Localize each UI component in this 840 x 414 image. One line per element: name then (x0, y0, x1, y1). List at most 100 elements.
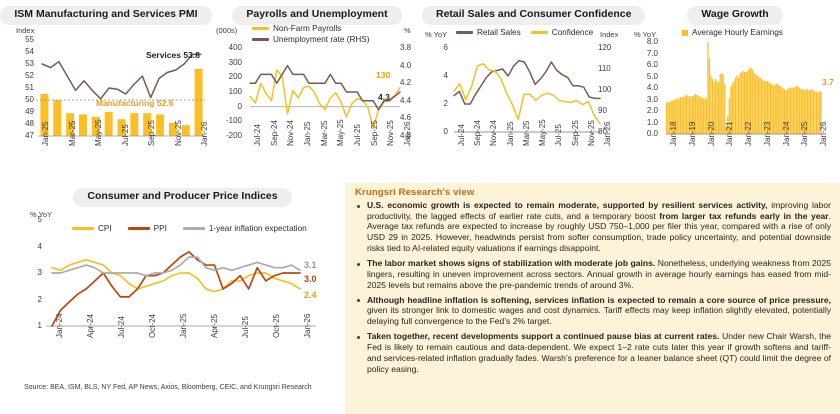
legend-item-ppi: PPI (127, 224, 167, 233)
chart-cpi-ylabel: % YoY (30, 210, 53, 219)
legend-item-cpi: CPI (72, 224, 112, 233)
legend-label-ppi: PPI (153, 224, 167, 233)
x-axis-label: Mar-25 (521, 120, 531, 146)
legend-item-retail-sales: Retail Sales (456, 28, 521, 37)
legend-label-cpi: CPI (98, 224, 112, 233)
research-view-bullet: Although headline inflation is softening… (357, 294, 831, 327)
x-axis-label: Jan-18 (669, 121, 678, 146)
axis-tick-label: 3.0 (646, 94, 658, 104)
legend-item-confidence: Confidence (530, 28, 594, 37)
legend-swatch-cpi (72, 227, 94, 230)
x-axis-label: Jul-24 (117, 316, 126, 338)
annotation-cpi-1: 3.0 (304, 274, 317, 284)
x-axis-label: May-25 (336, 119, 346, 146)
axis-tick-label: 4.0 (400, 60, 412, 70)
chart-wage-plot: 8.0 7.0 6.0 5.0 4.0 3.0 2.0 1.0 0.0 3.7 (630, 37, 840, 142)
legend-swatch-nfp (252, 27, 269, 30)
x-axis-label: Apr-25 (210, 313, 219, 338)
axis-tick-label: 2 (443, 99, 448, 108)
chart-payrolls-unemployment: Payrolls and Unemployment (000s) % Non-F… (212, 4, 422, 179)
x-axis-label: Mar-25 (67, 120, 77, 146)
axis-tick-label: 110 (598, 64, 611, 73)
chart-wage-xaxis: Jan-18 Jan-19 Jan-20 Jan-21 Jan-22 Jan-23 Jan-… (630, 122, 840, 179)
x-axis-label: Nov-25 (586, 120, 596, 146)
axis-tick-label: 52 (25, 71, 34, 80)
chart-ism-title: ISM Manufacturing and Services PMI (0, 6, 212, 25)
chart-ism-pmi: ISM Manufacturing and Services PMI Index… (0, 4, 212, 179)
axis-tick-label: 400 (228, 43, 242, 52)
x-axis-label: Jan-26 (403, 121, 412, 146)
axis-tick-label: 4.2 (400, 78, 412, 88)
chart-wage-growth: Wage Growth % YoY Average Hourly Earning… (630, 4, 840, 179)
legend-item-inflation-expectation: 1-year inflation expectation (182, 224, 307, 233)
x-axis-label: Sep-25 (147, 120, 156, 146)
axis-tick-label: 4.8 (400, 131, 412, 140)
axis-tick-label: 4 (37, 241, 42, 251)
legend-swatch-confidence (530, 31, 548, 34)
chart-cpi-plot: 5 4 3 2 1 3.1 3.0 2.4 (0, 208, 345, 333)
axis-tick-label: 3 (37, 268, 42, 277)
bullet-emphasis: Although headline inflation is softening… (367, 294, 831, 305)
chart-payrolls-legend: Non-Farm Payrolls Unemployment rate (RHS… (252, 24, 369, 44)
x-axis-label: Jan-20 (706, 121, 716, 146)
axis-tick-label: 47 (25, 131, 34, 140)
bullet-text: Under new Chair Warsh, the Fed is likely… (367, 331, 831, 374)
bullet-emphasis: from larger tax refunds early in the yea… (659, 210, 829, 221)
x-axis-label: Jul-24 (457, 124, 466, 146)
x-axis-label: Mar-25 (319, 120, 329, 146)
axis-tick-label: 50 (25, 95, 34, 104)
axis-tick-label: 100 (228, 87, 242, 96)
axis-tick-label: 53 (25, 59, 34, 68)
chart-retail-confidence: Retail Sales and Consumer Confidence % Y… (422, 4, 646, 179)
chart-cpi-title: Consumer and Producer Price Indices (73, 188, 292, 207)
research-view-bullet: Taken together, recent developments supp… (357, 331, 831, 374)
chart-payrolls-title: Payrolls and Unemployment (232, 6, 402, 25)
axis-tick-label: 100 (598, 85, 612, 94)
chart-retail-title: Retail Sales and Consumer Confidence (422, 6, 646, 25)
x-axis-label: Jan-21 (725, 121, 735, 146)
bullet-text: given its stronger link to domestic wage… (367, 305, 831, 327)
x-axis-label: Jan-25 (41, 121, 50, 146)
axis-tick-label: 51 (25, 83, 34, 92)
x-axis-label: Jul-25 (241, 316, 250, 338)
chart-price-indices: Consumer and Producer Price Indices % Yo… (0, 186, 345, 384)
chart-ism-ylabel: Index (16, 26, 35, 35)
x-axis-label: Jan-25 (505, 121, 515, 146)
x-axis-label: Jan-19 (687, 121, 697, 146)
chart-wage-ylabel: % YoY (634, 30, 657, 39)
axis-tick-label: 2.0 (646, 106, 658, 115)
research-view-panel: Krungsri Research's view U.S. economic g… (345, 183, 840, 414)
legend-label-nfp: Non-Farm Payrolls (273, 24, 342, 33)
chart-retail-plot: 6 4 2 0 120 110 100 90 80 (422, 40, 630, 142)
x-axis-label: Jan-23 (762, 121, 772, 146)
chart-retail-xaxis: Jul-24 Sep-24 Nov-24 Jan-25 Mar-25 May-25 Jul-… (422, 119, 630, 179)
legend-label-retail-sales: Retail Sales (477, 28, 521, 37)
legend-label-unemployment: Unemployment rate (RHS) (273, 35, 370, 44)
source-note: Source: BEA, ISM, BLS, NY Fed, AP News, … (24, 384, 312, 391)
axis-tick-label: 3.8 (400, 43, 412, 52)
x-axis-label: Jan-22 (744, 121, 753, 146)
x-axis-label: Nov-25 (173, 120, 183, 146)
axis-tick-label: 5 (37, 215, 42, 224)
legend-item-ahe: Average Hourly Earnings (682, 28, 783, 37)
axis-tick-label: 48 (25, 119, 34, 128)
legend-label-ahe: Average Hourly Earnings (692, 28, 783, 37)
axis-tick-label: 1 (37, 321, 42, 330)
research-view-bullet: U.S. economic growth is expected to rema… (357, 200, 831, 254)
x-axis-label: Jul-25 (554, 124, 564, 146)
bullet-text: improving labor productivity, the lagged… (367, 200, 831, 221)
x-axis-label: Jul-25 (120, 124, 130, 146)
legend-item-unemployment: Unemployment rate (RHS) (252, 35, 369, 44)
x-axis-label: Jan-24 (55, 313, 64, 338)
chart-payrolls-ylabel-right: % (404, 26, 411, 35)
legend-swatch-inflation-expectation (182, 227, 205, 230)
x-axis-label: Jan-26 (303, 313, 312, 338)
legend-swatch-ahe (682, 29, 688, 36)
legend-label-confidence: Confidence (551, 28, 594, 37)
x-axis-label: Sep-25 (570, 120, 580, 146)
x-axis-label: Jan-25 (179, 313, 188, 338)
axis-tick-label: -100 (225, 116, 242, 126)
x-axis-label: May-25 (94, 119, 103, 146)
x-axis-label: Jul-24 (253, 124, 262, 146)
x-axis-label: Jan-24 (781, 121, 791, 146)
